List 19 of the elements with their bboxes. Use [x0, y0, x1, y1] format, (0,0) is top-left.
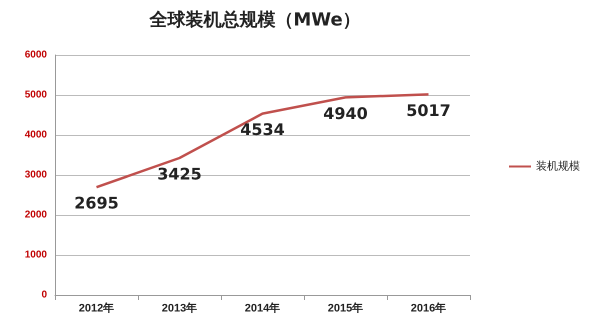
data-label: 4534: [240, 120, 285, 140]
y-tick-label: 3000: [24, 170, 48, 180]
y-tick-label: 6000: [24, 50, 48, 60]
x-tick-label: 2014年: [244, 302, 280, 314]
y-tick-label: 1000: [24, 250, 48, 260]
y-tick-label: 5000: [24, 90, 48, 100]
data-label: 2695: [74, 194, 119, 213]
x-tick-label: 2013年: [162, 302, 198, 314]
y-tick-label: 2000: [24, 210, 48, 220]
y-tick-label: 4000: [24, 130, 48, 140]
data-label: 3425: [157, 164, 202, 184]
chart-title: 全球装机总规模（MWe）: [148, 10, 361, 30]
x-tick-label: 2016年: [410, 302, 446, 314]
x-tick-label: 2015年: [328, 302, 364, 314]
y-tick-label: 0: [41, 290, 48, 300]
data-label: 4940: [323, 104, 368, 123]
x-tick-label: 2012年: [78, 302, 114, 314]
legend-label: 装机规模: [536, 160, 580, 172]
data-label: 5017: [406, 100, 451, 120]
